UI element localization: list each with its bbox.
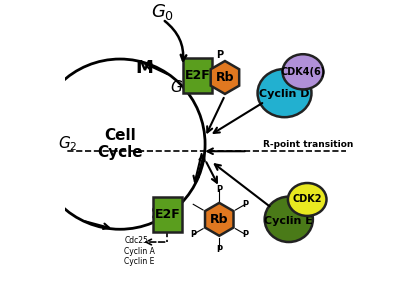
Ellipse shape	[265, 197, 313, 242]
Text: $G_0$: $G_0$	[151, 2, 174, 22]
Ellipse shape	[288, 183, 327, 216]
Ellipse shape	[282, 54, 323, 90]
Text: P: P	[216, 50, 224, 60]
Text: Cdc25
Cyclin A
Cyclin E: Cdc25 Cyclin A Cyclin E	[124, 236, 155, 266]
FancyBboxPatch shape	[153, 197, 182, 232]
Text: $G_2$: $G_2$	[58, 135, 77, 154]
Text: P: P	[242, 230, 248, 239]
Text: P: P	[242, 200, 248, 209]
Text: Cyclin E: Cyclin E	[264, 216, 313, 226]
Text: E2F: E2F	[184, 69, 210, 82]
Text: Rb: Rb	[216, 71, 234, 84]
Text: CDK4(6): CDK4(6)	[280, 67, 325, 77]
Text: $G_1$: $G_1$	[170, 78, 189, 97]
FancyBboxPatch shape	[183, 58, 211, 92]
Ellipse shape	[258, 69, 311, 117]
Text: Rb: Rb	[210, 213, 228, 226]
Text: Cyclin D: Cyclin D	[259, 90, 310, 100]
Text: M: M	[135, 59, 153, 77]
Text: Cell
Cycle: Cell Cycle	[97, 128, 143, 160]
Text: CDK2: CDK2	[292, 194, 322, 204]
Text: P: P	[190, 230, 196, 239]
Text: E2F: E2F	[154, 208, 180, 221]
Text: R-point transition: R-point transition	[263, 140, 354, 149]
Polygon shape	[211, 61, 239, 94]
Text: P: P	[216, 245, 222, 254]
Polygon shape	[205, 203, 233, 236]
Text: P: P	[216, 185, 222, 194]
Text: S: S	[150, 205, 164, 223]
